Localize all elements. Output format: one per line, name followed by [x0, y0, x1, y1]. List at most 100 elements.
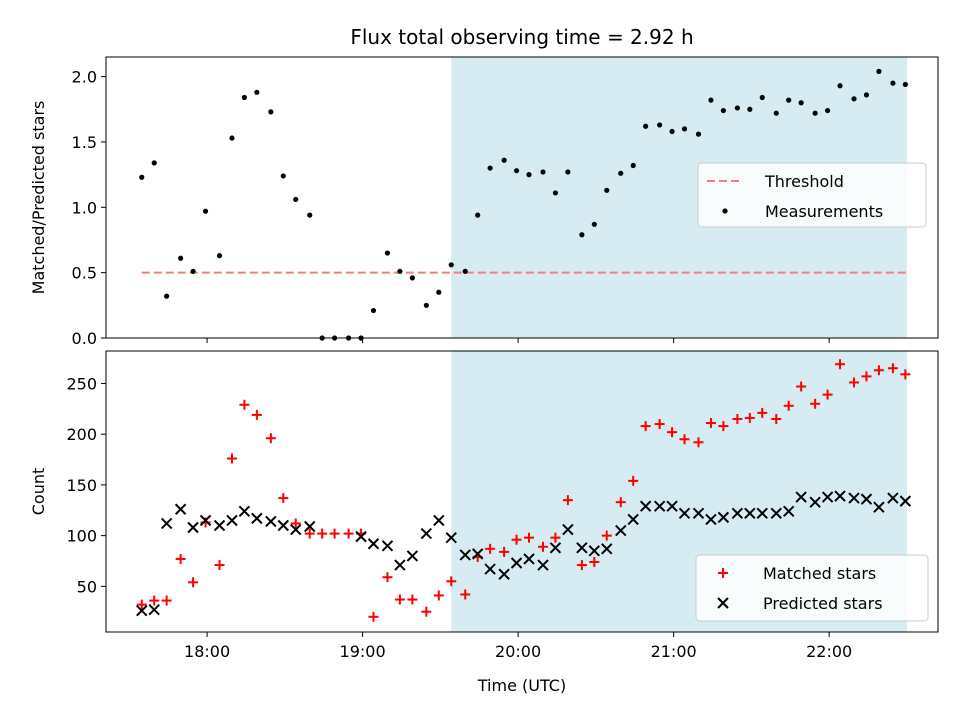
matched-star-point [329, 528, 340, 539]
measurement-point [423, 302, 429, 308]
measurement-point [681, 126, 688, 132]
predicted-star-point [873, 501, 885, 513]
predicted-star-point [717, 597, 729, 609]
measurement-point [241, 94, 248, 101]
matched-star-point [368, 611, 379, 622]
measurement-point [876, 68, 882, 74]
predicted-star-point [809, 496, 821, 508]
matched-star-point [576, 560, 587, 571]
measurement-point [720, 107, 726, 114]
predicted-star-point [717, 511, 730, 524]
measurement-point [798, 100, 804, 106]
matched-star-point [433, 590, 444, 601]
predicted-star-point [678, 507, 691, 520]
measurement-point [397, 268, 403, 274]
measurement-point [695, 131, 702, 137]
predicted-star-point [213, 519, 226, 532]
matched-star-point [265, 433, 276, 444]
predicted-star-point [355, 530, 367, 543]
predicted-star-point [899, 495, 912, 507]
measurement-point [747, 106, 753, 112]
matched-star-point [239, 399, 250, 410]
matched-star-point [873, 365, 884, 376]
measurement-point [216, 253, 223, 259]
predicted-star-point [445, 531, 457, 544]
matched-star-point [251, 409, 262, 420]
measurement-point [436, 289, 442, 295]
matched-star-point [783, 400, 794, 411]
measurement-point [552, 190, 559, 196]
matched-star-point [810, 398, 821, 409]
matched-star-point [200, 517, 211, 528]
y-tick-label: 150 [66, 476, 97, 495]
predicted-star-point [187, 521, 199, 534]
y-tick-label: 1.5 [72, 133, 97, 152]
matched-star-point [718, 568, 728, 578]
y-tick-label: 0.0 [72, 329, 97, 348]
measurement-point [657, 122, 663, 128]
predicted-star-point [251, 512, 263, 525]
predicted-star-point [782, 505, 795, 517]
ratio-y-label: Matched/Predicted stars [29, 101, 48, 295]
ratio-panel: 0.00.51.01.52.0 Matched/Predicted stars … [29, 56, 939, 348]
matched-star-point [887, 363, 898, 374]
measurement-point [630, 162, 636, 169]
legend-label: Measurements [765, 202, 883, 221]
measurement-point [540, 169, 546, 175]
predicted-star-point [459, 549, 471, 561]
x-tick-label: 20:00 [495, 642, 541, 661]
matched-star-point [226, 453, 237, 464]
y-tick-label: 200 [66, 425, 97, 444]
predicted-star-point [174, 503, 187, 515]
measurement-point [448, 262, 454, 268]
matched-star-point [523, 532, 534, 543]
measurement-point [384, 250, 391, 256]
y-tick-label: 1.0 [72, 198, 97, 217]
predicted-star-point [627, 513, 639, 526]
predicted-star-point [199, 514, 212, 527]
ratio-marks [139, 68, 908, 341]
measurement-point [863, 92, 870, 98]
ratio-legend: Threshold Measurements [697, 162, 927, 228]
count-x-axis: 18:00 19:00 20:00 21:00 22:00 [184, 632, 852, 661]
y-tick-label: 250 [66, 374, 97, 393]
predicted-star-point [576, 542, 588, 554]
predicted-star-point [537, 559, 549, 571]
matched-star-point [732, 413, 743, 424]
measurement-point [579, 232, 585, 238]
matched-star-point [861, 371, 872, 382]
matched-star-point [511, 534, 522, 545]
predicted-star-point [588, 545, 601, 557]
predicted-star-point [744, 507, 756, 520]
count-y-label: Count [29, 468, 48, 516]
measurement-point [669, 128, 675, 135]
matched-star-point [537, 541, 548, 552]
predicted-star-point [639, 500, 652, 512]
matched-star-point [499, 546, 510, 557]
count-panel: 50 100 150 200 250 18:00 19:00 20:00 21:00 22:00… [29, 350, 939, 661]
predicted-star-point [304, 520, 316, 533]
matched-star-point [407, 594, 418, 605]
measurement-point [307, 212, 313, 218]
matched-star-point [290, 518, 301, 529]
measurement-point [370, 307, 377, 314]
y-tick-label: 0.5 [72, 264, 97, 283]
matched-star-point [317, 528, 328, 539]
measurement-point [178, 255, 184, 261]
measurement-point [734, 105, 740, 111]
predicted-star-point [136, 604, 148, 617]
matched-star-point [615, 497, 626, 508]
legend-label: Matched stars [763, 564, 876, 583]
matched-star-point [175, 553, 186, 564]
predicted-star-point [394, 559, 406, 571]
measurement-point [851, 96, 857, 102]
predicted-star-point [821, 491, 834, 503]
matched-star-point [446, 576, 457, 587]
count-marks [136, 359, 912, 622]
x-tick-label: 19:00 [340, 642, 386, 661]
predicted-star-point [848, 492, 860, 504]
y-tick-label: 2.0 [72, 68, 97, 87]
ratio-axes-frame [105, 56, 939, 339]
predicted-star-point [666, 500, 678, 512]
